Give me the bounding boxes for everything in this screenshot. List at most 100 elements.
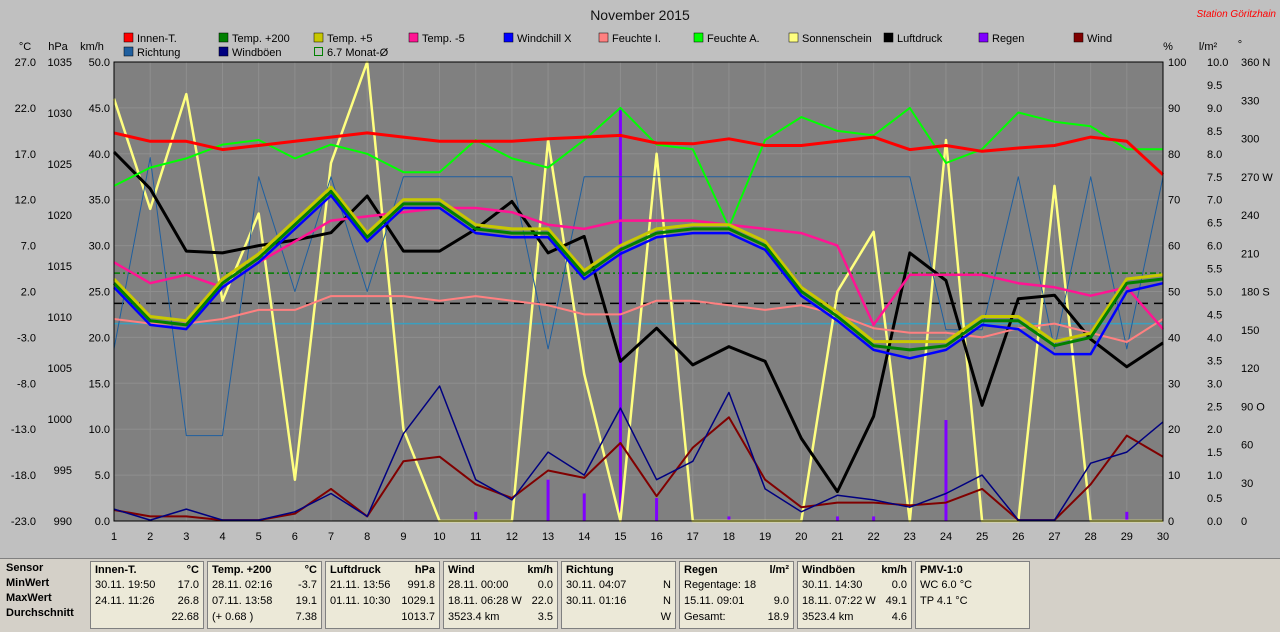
tick-temp: -8.0 <box>17 378 36 390</box>
tick-x: 13 <box>542 531 554 543</box>
stats-cell-value: 7.38 <box>295 611 317 623</box>
rain-bar <box>944 420 948 521</box>
tick-rain: 3.5 <box>1207 355 1222 367</box>
tick-rain: 6.5 <box>1207 218 1222 230</box>
tick-rain: 4.0 <box>1207 332 1222 344</box>
axis-unit-percent: % <box>1163 41 1173 53</box>
tick-temp: -23.0 <box>11 516 36 528</box>
stats-cell-value: 0.0 <box>537 579 553 591</box>
tick-x: 2 <box>147 531 153 543</box>
tick-rain: 5.5 <box>1207 264 1222 276</box>
tick-rain: 1.0 <box>1207 470 1222 482</box>
tick-percent: 20 <box>1168 424 1180 436</box>
tick-wind: 5.0 <box>95 470 110 482</box>
stats-cell-value: 4.6 <box>891 611 907 623</box>
stats-cell-value: 22.0 <box>531 595 553 607</box>
tick-percent: 100 <box>1168 57 1186 69</box>
tick-pressure: 995 <box>54 465 72 477</box>
legend-label: Windchill X <box>517 33 572 45</box>
tick-x: 9 <box>400 531 406 543</box>
stats-panel-title: Regen <box>684 564 718 576</box>
axis-unit-wind: km/h <box>80 41 104 53</box>
tick-x: 15 <box>614 531 626 543</box>
stats-panel-unit: °C <box>304 564 317 576</box>
tick-percent: 30 <box>1168 378 1180 390</box>
series-line <box>113 295 1164 343</box>
stats-panel: Wind km/h 28.11. 00:00 0.0 18.11. 06:28 W 22.… <box>443 561 558 629</box>
stats-label-sensor: Sensor <box>6 562 44 574</box>
tick-x: 7 <box>328 531 334 543</box>
tick-rain: 0.0 <box>1207 516 1222 528</box>
series-line <box>113 194 1164 360</box>
stats-panel-unit: hPa <box>414 564 435 576</box>
stats-panel-unit: km/h <box>881 564 907 576</box>
stats-cell-value: 9.0 <box>773 595 789 607</box>
legend-label: Temp. +5 <box>327 33 373 45</box>
tick-rain: 2.5 <box>1207 401 1222 413</box>
stats-panel-unit: °C <box>186 564 199 576</box>
stats-cell-info: 18.11. 06:28 W <box>448 595 522 607</box>
stats-panel-title: Windböen <box>802 564 856 576</box>
series-line <box>113 416 1164 522</box>
tick-x: 6 <box>292 531 298 543</box>
tick-x: 3 <box>183 531 189 543</box>
tick-wind: 15.0 <box>89 378 110 390</box>
tick-temp: 2.0 <box>21 287 36 299</box>
weather-chart: November 2015 Station Göritzhain °C hPa km/h… <box>10 7 1277 543</box>
stats-cell-info: 21.11. 13:56 <box>330 579 391 591</box>
legend-swatch <box>218 46 229 57</box>
stats-bar: Sensor MinWert MaxWert Durchschnitt Inne… <box>0 558 1280 632</box>
legend-swatch <box>598 32 609 43</box>
tick-rain: 0.5 <box>1207 493 1222 505</box>
stats-cell-value: N <box>663 579 671 591</box>
tick-rain: 2.0 <box>1207 424 1222 436</box>
tick-temp: 27.0 <box>15 57 36 69</box>
series-line <box>113 157 1164 437</box>
legend-label: Regen <box>992 33 1024 45</box>
stats-cell-info: TP 4.1 °C <box>920 595 968 607</box>
legend-label: 6.7 Monat-Ø <box>327 47 389 59</box>
tick-x: 5 <box>256 531 262 543</box>
tick-rain: 7.0 <box>1207 195 1222 207</box>
tick-wind: 45.0 <box>89 103 110 115</box>
stats-cell-info: Gesamt: <box>684 611 726 623</box>
stats-cell-info: 30.11. 19:50 <box>95 579 156 591</box>
stats-cell-info: 15.11. 09:01 <box>684 595 745 607</box>
tick-x: 24 <box>940 531 952 543</box>
tick-direction: 300 <box>1241 134 1259 146</box>
series-line <box>113 106 1163 229</box>
tick-x: 30 <box>1157 531 1169 543</box>
chart-svg: November 2015 Station Göritzhain °C hPa km/h… <box>11 7 1277 543</box>
tick-x: 28 <box>1085 531 1097 543</box>
stats-panel: Richtung 30.11. 04:07 N 30.11. 01:16 N W <box>561 561 676 629</box>
tick-percent: 50 <box>1168 287 1180 299</box>
legend-label: Wind <box>1087 33 1112 45</box>
legend-swatch <box>1073 32 1084 43</box>
station-name: Station Göritzhain <box>1197 9 1277 20</box>
tick-pressure: 990 <box>54 516 72 528</box>
stats-panel: PMV-1:0 WC 6.0 °C TP 4.1 °C <box>915 561 1030 629</box>
tick-x: 18 <box>723 531 735 543</box>
rain-bar <box>582 493 586 521</box>
series-line <box>112 185 1164 344</box>
stats-label-avg: Durchschnitt <box>6 607 74 619</box>
stats-cell-value: N <box>663 595 671 607</box>
tick-wind: 30.0 <box>89 241 110 253</box>
tick-x: 20 <box>795 531 807 543</box>
legend-swatch <box>978 32 989 43</box>
legend-swatch <box>314 47 323 56</box>
legend-swatch <box>503 32 514 43</box>
tick-percent: 10 <box>1168 470 1180 482</box>
rain-bar <box>655 498 659 521</box>
tick-direction: 0 <box>1241 516 1247 528</box>
legend-swatch <box>788 32 799 43</box>
rain-bar <box>872 516 876 521</box>
legend-swatch <box>408 32 419 43</box>
tick-pressure: 1025 <box>48 159 72 171</box>
tick-x: 23 <box>904 531 916 543</box>
tick-x: 16 <box>650 531 662 543</box>
tick-direction: 150 <box>1241 325 1259 337</box>
legend-swatch <box>883 32 894 43</box>
tick-direction: 180 S <box>1241 287 1270 299</box>
tick-rain: 7.5 <box>1207 172 1222 184</box>
